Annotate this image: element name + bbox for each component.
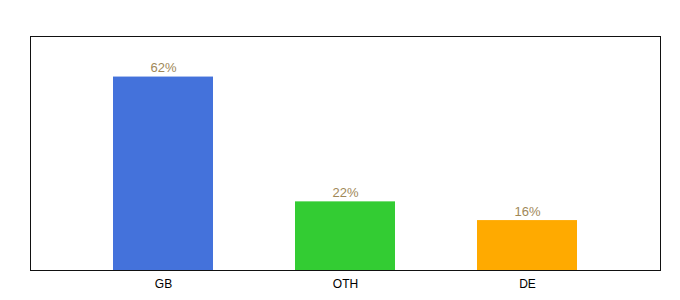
svg-text:DE: DE xyxy=(519,277,536,291)
svg-text:GB: GB xyxy=(155,277,172,291)
svg-text:22%: 22% xyxy=(332,185,358,200)
svg-text:OTH: OTH xyxy=(333,277,358,291)
svg-text:16%: 16% xyxy=(514,204,540,219)
svg-text:62%: 62% xyxy=(150,60,176,75)
